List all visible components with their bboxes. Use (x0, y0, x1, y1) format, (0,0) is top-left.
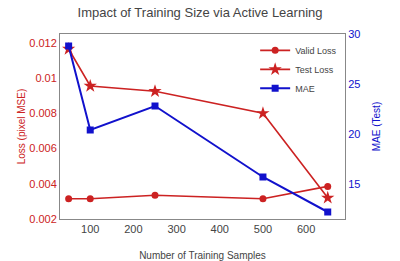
svg-text:0.002: 0.002 (29, 213, 57, 225)
svg-text:500: 500 (254, 223, 272, 235)
svg-text:100: 100 (81, 223, 99, 235)
svg-text:0.008: 0.008 (29, 107, 57, 119)
svg-text:Valid Loss: Valid Loss (295, 46, 336, 56)
svg-text:0.012: 0.012 (29, 37, 57, 49)
svg-text:0.006: 0.006 (29, 142, 57, 154)
svg-text:0.01: 0.01 (35, 72, 56, 84)
svg-text:15: 15 (348, 178, 360, 190)
svg-text:20: 20 (348, 128, 360, 140)
svg-text:600: 600 (297, 223, 315, 235)
svg-text:0.004: 0.004 (29, 178, 57, 190)
svg-text:Number of Training Samples: Number of Training Samples (139, 250, 266, 261)
svg-text:Loss (pixel MSE): Loss (pixel MSE) (16, 89, 27, 165)
svg-text:200: 200 (124, 223, 142, 235)
svg-text:MAE (Test): MAE (Test) (371, 102, 382, 151)
svg-text:25: 25 (348, 78, 360, 90)
svg-text:Impact of Training Size via Ac: Impact of Training Size via Active Learn… (78, 5, 323, 20)
svg-text:Test Loss: Test Loss (295, 65, 334, 75)
svg-text:400: 400 (211, 223, 229, 235)
svg-text:300: 300 (167, 223, 185, 235)
svg-text:MAE: MAE (295, 84, 315, 94)
svg-text:30: 30 (348, 28, 360, 40)
